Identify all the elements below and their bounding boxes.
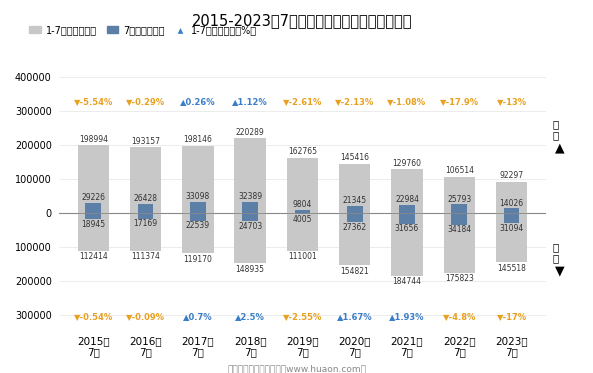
Text: ▲: ▲ (555, 142, 565, 154)
Bar (347, 206, 362, 213)
Text: 92297: 92297 (499, 171, 524, 180)
Text: 34184: 34184 (447, 225, 471, 234)
Text: ▼-0.29%: ▼-0.29% (126, 97, 165, 106)
Text: 220289: 220289 (236, 128, 264, 137)
Bar (138, 213, 154, 219)
Text: 198146: 198146 (183, 135, 212, 144)
Bar (399, 205, 415, 213)
Bar (138, 204, 154, 213)
Bar (234, 138, 266, 213)
Bar (503, 213, 519, 223)
Bar (190, 202, 206, 213)
Bar (399, 213, 415, 224)
Text: 进
口: 进 口 (553, 242, 559, 263)
Text: 22984: 22984 (395, 195, 419, 204)
Bar (347, 213, 362, 222)
Text: 112414: 112414 (79, 253, 108, 261)
Bar (78, 213, 109, 251)
Text: 162765: 162765 (288, 147, 317, 156)
Text: 193157: 193157 (131, 137, 160, 146)
Bar (451, 204, 467, 213)
Bar (182, 213, 213, 253)
Text: 26428: 26428 (133, 194, 158, 203)
Text: 32389: 32389 (238, 192, 262, 201)
Text: 14026: 14026 (499, 198, 524, 207)
Text: ▲0.26%: ▲0.26% (180, 97, 216, 106)
Text: ▲0.7%: ▲0.7% (183, 312, 213, 321)
Text: 119170: 119170 (183, 255, 212, 264)
Text: ▼-0.09%: ▼-0.09% (126, 312, 165, 321)
Text: 148935: 148935 (235, 265, 264, 274)
Text: 31656: 31656 (395, 225, 419, 233)
Title: 2015-2023年7月漕河泾综合保税区进、出口额: 2015-2023年7月漕河泾综合保税区进、出口额 (192, 13, 413, 28)
Bar (391, 169, 423, 213)
Bar (496, 213, 527, 262)
Bar (182, 146, 213, 213)
Bar (234, 213, 266, 263)
Text: 33098: 33098 (186, 192, 210, 201)
Text: 21345: 21345 (343, 196, 367, 205)
Text: 129760: 129760 (393, 159, 422, 167)
Bar (85, 213, 101, 219)
Bar (243, 202, 258, 213)
Bar (130, 147, 161, 213)
Text: ▼-13%: ▼-13% (496, 97, 527, 106)
Text: ▲1.12%: ▲1.12% (232, 97, 268, 106)
Bar (503, 208, 519, 213)
Text: 198994: 198994 (79, 135, 108, 144)
Bar (243, 213, 258, 221)
Text: ▼-0.54%: ▼-0.54% (74, 312, 113, 321)
Bar (339, 164, 371, 213)
Text: 175823: 175823 (445, 274, 474, 283)
Text: 106514: 106514 (445, 166, 474, 175)
Bar (451, 213, 467, 225)
Text: 154821: 154821 (340, 267, 369, 276)
Bar (130, 213, 161, 251)
Text: ▼-17%: ▼-17% (496, 312, 527, 321)
Text: ▼-2.55%: ▼-2.55% (283, 312, 322, 321)
Text: 27362: 27362 (343, 223, 367, 232)
Bar (496, 182, 527, 213)
Text: 出
口: 出 口 (553, 119, 559, 141)
Bar (444, 213, 475, 273)
Bar (190, 213, 206, 220)
Text: 制图：华经产业研究院（www.huaon.com）: 制图：华经产业研究院（www.huaon.com） (227, 364, 366, 373)
Bar (78, 145, 109, 213)
Text: ▲1.67%: ▲1.67% (337, 312, 372, 321)
Text: ▼-2.61%: ▼-2.61% (283, 97, 322, 106)
Bar (444, 177, 475, 213)
Text: ▼-1.08%: ▼-1.08% (387, 97, 426, 106)
Text: ▼: ▼ (555, 264, 565, 277)
Text: ▼-5.54%: ▼-5.54% (74, 97, 113, 106)
Text: 31094: 31094 (499, 224, 524, 233)
Text: 145416: 145416 (340, 153, 369, 162)
Bar (287, 158, 318, 213)
Text: ▼-4.8%: ▼-4.8% (442, 312, 476, 321)
Text: ▼-17.9%: ▼-17.9% (440, 97, 479, 106)
Text: 145518: 145518 (497, 264, 526, 273)
Text: 111001: 111001 (288, 252, 317, 261)
Text: 9804: 9804 (293, 200, 312, 209)
Text: ▼-2.13%: ▼-2.13% (335, 97, 374, 106)
Text: 17169: 17169 (133, 219, 158, 228)
Bar (339, 213, 371, 266)
Text: 4005: 4005 (293, 215, 312, 224)
Text: 111374: 111374 (131, 252, 160, 261)
Legend: 1-7月（万美元）, 7月（万美元）, 1-7月同比增速（%）: 1-7月（万美元）, 7月（万美元）, 1-7月同比增速（%） (25, 21, 261, 39)
Text: 22539: 22539 (186, 221, 210, 230)
Text: 25793: 25793 (447, 195, 471, 204)
Bar (295, 213, 310, 214)
Bar (287, 213, 318, 251)
Text: 18945: 18945 (81, 220, 106, 229)
Bar (85, 203, 101, 213)
Text: ▲2.5%: ▲2.5% (235, 312, 265, 321)
Bar (295, 210, 310, 213)
Text: 184744: 184744 (393, 277, 422, 286)
Text: ▲1.93%: ▲1.93% (389, 312, 425, 321)
Bar (391, 213, 423, 276)
Text: 24703: 24703 (238, 222, 262, 231)
Text: 29226: 29226 (81, 193, 106, 203)
